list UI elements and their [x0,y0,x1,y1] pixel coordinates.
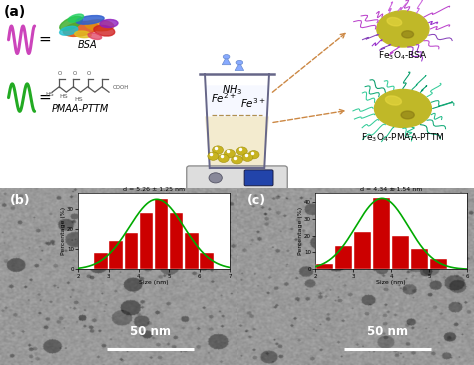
Text: 50 nm: 50 nm [367,324,408,338]
Ellipse shape [68,14,83,22]
Circle shape [208,152,219,160]
Circle shape [212,146,224,154]
Ellipse shape [401,111,414,119]
Circle shape [242,153,253,161]
Text: BSA: BSA [78,40,98,50]
Circle shape [236,147,247,155]
Text: Fe$_3$O$_4$-BSA: Fe$_3$O$_4$-BSA [378,50,428,62]
FancyBboxPatch shape [187,166,287,190]
Text: (b): (b) [9,194,30,207]
Ellipse shape [100,19,118,27]
Ellipse shape [374,89,431,127]
Text: COOH: COOH [113,85,129,89]
Text: PMAA-PTTM: PMAA-PTTM [52,104,109,114]
Text: $Fe^{3+}$: $Fe^{3+}$ [240,96,267,110]
Ellipse shape [63,22,98,36]
Ellipse shape [94,26,115,36]
Ellipse shape [402,31,413,38]
Text: Fe$_3$O$_4$-PMAA-PTTM: Fe$_3$O$_4$-PMAA-PTTM [361,131,445,144]
Text: (a): (a) [4,5,26,19]
Ellipse shape [60,26,78,35]
Polygon shape [205,116,269,168]
Text: HS: HS [74,97,82,102]
Text: =: = [39,32,51,47]
Text: HS: HS [46,92,54,97]
Ellipse shape [76,16,104,24]
Circle shape [231,155,242,164]
Text: HS: HS [60,94,68,99]
Circle shape [209,173,222,183]
Text: =: = [39,90,51,105]
Ellipse shape [85,20,114,31]
Ellipse shape [75,31,91,38]
Text: O: O [73,71,76,76]
Polygon shape [222,57,231,65]
Polygon shape [235,62,244,70]
Polygon shape [205,85,269,116]
Text: $Fe^{2+}$: $Fe^{2+}$ [210,91,237,105]
Text: O: O [58,71,62,76]
Ellipse shape [236,60,243,65]
Ellipse shape [377,11,429,47]
Text: 50 nm: 50 nm [130,324,171,338]
Text: (c): (c) [246,194,265,207]
Text: O: O [87,71,91,76]
Circle shape [225,150,235,158]
Ellipse shape [387,18,401,26]
Ellipse shape [60,16,82,31]
Text: $NH_3$: $NH_3$ [222,83,243,97]
Ellipse shape [223,55,230,59]
Ellipse shape [385,96,401,105]
Circle shape [248,150,259,159]
FancyBboxPatch shape [244,170,273,186]
Circle shape [218,154,229,162]
Ellipse shape [88,33,101,39]
